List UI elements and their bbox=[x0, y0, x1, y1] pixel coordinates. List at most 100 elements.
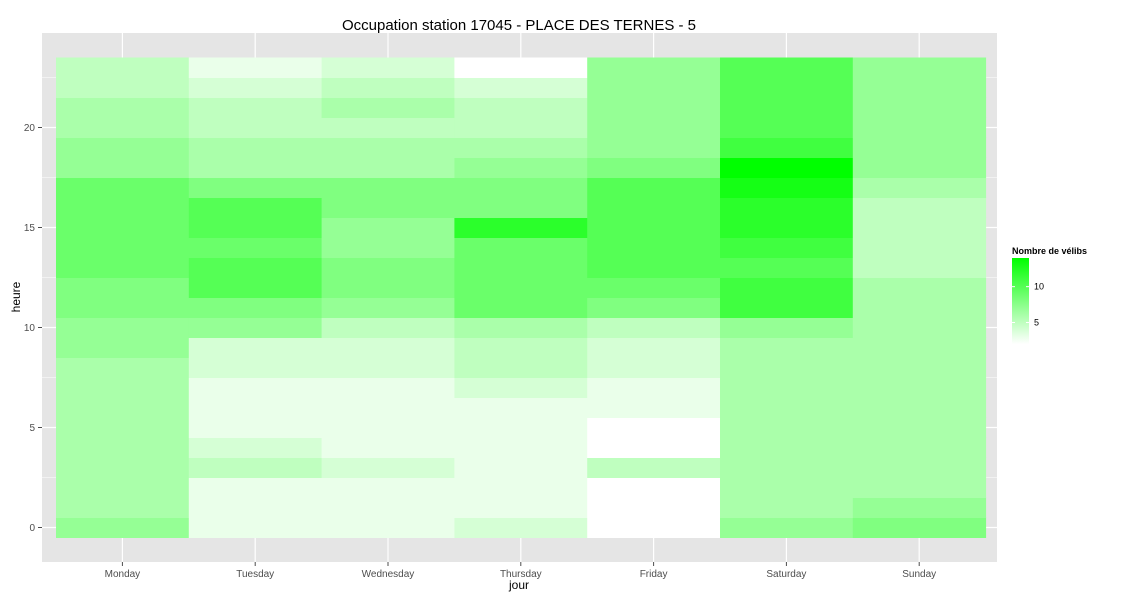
heatmap-tile bbox=[321, 437, 455, 458]
heatmap-tile bbox=[720, 117, 854, 138]
heatmap-tile bbox=[720, 417, 854, 438]
heatmap-tile bbox=[188, 97, 323, 118]
heatmap-tile bbox=[852, 477, 987, 498]
heatmap-tile bbox=[321, 297, 455, 318]
x-tick-label: Friday bbox=[640, 569, 668, 580]
heatmap-tile bbox=[587, 377, 721, 398]
heatmap-tile bbox=[587, 117, 721, 138]
heatmap-tile bbox=[852, 397, 987, 418]
heatmap-tile bbox=[321, 257, 455, 278]
heatmap-tile bbox=[587, 277, 721, 298]
legend-tick-label: 5 bbox=[1034, 318, 1039, 328]
heatmap-tile bbox=[852, 77, 987, 98]
heatmap-tile bbox=[454, 497, 588, 518]
heatmap-tile bbox=[587, 297, 721, 318]
heatmap-tile bbox=[454, 57, 588, 78]
heatmap-tile bbox=[188, 497, 323, 518]
heatmap-tile bbox=[454, 437, 588, 458]
heatmap-tile bbox=[321, 517, 455, 538]
heatmap-tile bbox=[720, 257, 854, 278]
heatmap-tile bbox=[56, 77, 190, 98]
heatmap-tile bbox=[321, 57, 455, 78]
heatmap-tile bbox=[454, 337, 588, 358]
heatmap-tile bbox=[321, 337, 455, 358]
x-axis-title: jour bbox=[508, 578, 529, 592]
heatmap-tile bbox=[587, 77, 721, 98]
heatmap-tile bbox=[720, 437, 854, 458]
heatmap-tile bbox=[587, 177, 721, 198]
heatmap-tile bbox=[56, 437, 190, 458]
heatmap-tile bbox=[587, 437, 721, 458]
heatmap-tile bbox=[56, 477, 190, 498]
heatmap-tile bbox=[321, 137, 455, 158]
heatmap-tile bbox=[454, 257, 588, 278]
heatmap-tile bbox=[56, 57, 190, 78]
heatmap-tile bbox=[56, 357, 190, 378]
heatmap-tile bbox=[587, 457, 721, 478]
heatmap-tile bbox=[852, 97, 987, 118]
heatmap-tile bbox=[56, 517, 190, 538]
heatmap-tile bbox=[56, 337, 190, 358]
heatmap-tile bbox=[587, 517, 721, 538]
heatmap-tile bbox=[188, 377, 323, 398]
heatmap-tile bbox=[454, 397, 588, 418]
legend-title: Nombre de vélibs bbox=[1012, 246, 1087, 256]
heatmap-tile bbox=[188, 237, 323, 258]
heatmap-tile bbox=[56, 497, 190, 518]
heatmap-tile bbox=[454, 277, 588, 298]
heatmap-tile bbox=[321, 197, 455, 218]
heatmap-tile bbox=[56, 397, 190, 418]
heatmap-tile bbox=[852, 137, 987, 158]
heatmap-tile bbox=[454, 457, 588, 478]
heatmap-tile bbox=[56, 197, 190, 218]
x-tick-label: Wednesday bbox=[362, 569, 415, 580]
heatmap-tile bbox=[720, 517, 854, 538]
heatmap-tile bbox=[454, 137, 588, 158]
heatmap-tile bbox=[56, 177, 190, 198]
heatmap-tile bbox=[56, 97, 190, 118]
heatmap-tile bbox=[852, 277, 987, 298]
heatmap-tile bbox=[587, 217, 721, 238]
y-tick-label: 10 bbox=[24, 323, 36, 334]
heatmap-tile bbox=[321, 177, 455, 198]
heatmap-tile bbox=[587, 157, 721, 178]
y-tick-label: 0 bbox=[29, 523, 35, 534]
heatmap-tile bbox=[852, 377, 987, 398]
heatmap-tile bbox=[321, 397, 455, 418]
heatmap-tile bbox=[720, 477, 854, 498]
heatmap-tile bbox=[720, 57, 854, 78]
heatmap-tile bbox=[454, 77, 588, 98]
heatmap-tile bbox=[188, 157, 323, 178]
heatmap-tile bbox=[188, 357, 323, 378]
heatmap-tile bbox=[454, 357, 588, 378]
heatmap-tile bbox=[720, 397, 854, 418]
heatmap-tile bbox=[188, 437, 323, 458]
heatmap-tile bbox=[321, 77, 455, 98]
heatmap-tile bbox=[56, 257, 190, 278]
heatmap-tile bbox=[454, 97, 588, 118]
y-tick-label: 15 bbox=[24, 223, 36, 234]
y-axis-title: heure bbox=[9, 281, 23, 312]
heatmap-tile bbox=[587, 97, 721, 118]
heatmap-tile bbox=[454, 237, 588, 258]
heatmap-tile bbox=[188, 117, 323, 138]
heatmap-tile bbox=[852, 317, 987, 338]
heatmap-tile bbox=[587, 197, 721, 218]
heatmap-tile bbox=[188, 417, 323, 438]
heatmap-tile bbox=[720, 357, 854, 378]
heatmap-tile bbox=[852, 57, 987, 78]
heatmap-tile bbox=[587, 257, 721, 278]
heatmap-tile bbox=[454, 517, 588, 538]
heatmap-tile bbox=[587, 137, 721, 158]
heatmap-tile bbox=[720, 217, 854, 238]
heatmap-tile bbox=[56, 317, 190, 338]
heatmap-tile bbox=[454, 477, 588, 498]
heatmap-tile bbox=[720, 137, 854, 158]
heatmap-tile bbox=[188, 477, 323, 498]
legend-tick-label: 10 bbox=[1034, 282, 1044, 292]
heatmap-tile bbox=[454, 197, 588, 218]
heatmap-tile bbox=[454, 157, 588, 178]
heatmap-tile bbox=[56, 297, 190, 318]
heatmap-tile bbox=[720, 297, 854, 318]
heatmap-tile bbox=[321, 477, 455, 498]
